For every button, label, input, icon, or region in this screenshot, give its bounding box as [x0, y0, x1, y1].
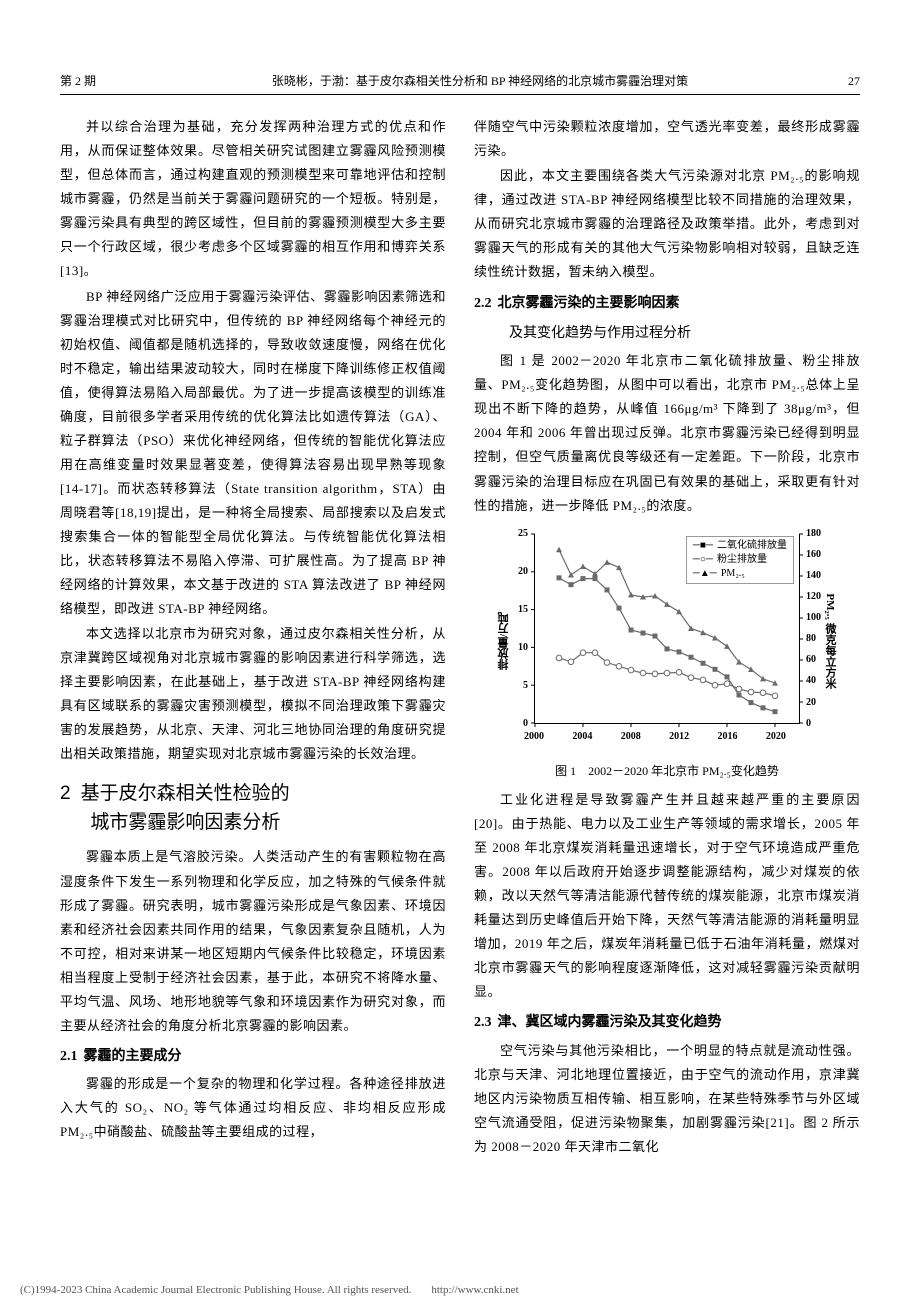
- right-column: 伴随空气中污染颗粒浓度增加，空气透光率变差，最终形成雾霾污染。 因此，本文主要围…: [474, 115, 860, 1160]
- section-2-3-heading: 2.3 津、冀区域内雾霾污染及其变化趋势: [474, 1012, 860, 1034]
- para: 工业化进程是导致雾霾产生并且越来越严重的主要原因[20]。由于热能、电力以及工业…: [474, 788, 860, 1004]
- section-title-line1: 基于皮尔森相关性检验的: [81, 783, 290, 804]
- para: 空气污染与其他污染相比，一个明显的特点就是流动性强。北京与天津、河北地理位置接近…: [474, 1039, 860, 1159]
- subsection-title: 津、冀区域内雾霾污染及其变化趋势: [498, 1015, 722, 1030]
- legend-item: ─■─二氧化硫排放量: [693, 539, 787, 553]
- para: 本文选择以北京市为研究对象，通过皮尔森相关性分析，从京津冀跨区域视角对北京城市雾…: [60, 622, 446, 766]
- para: 因此，本文主要围绕各类大气污染源对北京 PM₂.₅的影响规律，通过改进 STA-…: [474, 164, 860, 284]
- subsection-title-line1: 北京雾霾污染的主要影响因素: [498, 296, 680, 311]
- legend-item: ─○─粉尘排放量: [693, 553, 787, 567]
- legend-item: ─▲─PM₂.₅: [693, 567, 787, 581]
- para: BP 神经网络广泛应用于雾霾污染评估、雾霾影响因素筛选和雾霾治理模式对比研究中，…: [60, 285, 446, 622]
- chart-legend: ─■─二氧化硫排放量 ─○─粉尘排放量 ─▲─PM₂.₅: [686, 536, 794, 584]
- subsection-title: 雾霾的主要成分: [84, 1049, 182, 1064]
- section-2-2-heading: 2.2 北京雾霾污染的主要影响因素: [474, 293, 860, 315]
- issue-label: 第 2 期: [60, 70, 140, 92]
- section-2-heading: 2 基于皮尔森相关性检验的 城市雾霾影响因素分析: [60, 780, 446, 837]
- page-number: 27: [820, 70, 860, 92]
- running-header: 第 2 期 张晓彬，于渤：基于皮尔森相关性分析和 BP 神经网络的北京城市雾霾治…: [60, 70, 860, 95]
- left-column: 并以综合治理为基础，充分发挥两种治理方式的优点和作用，从而保证整体效果。尽管相关…: [60, 115, 446, 1160]
- x-ticks: 200020042008201220162020: [534, 728, 800, 742]
- para: 雾霾本质上是气溶胶污染。人类活动产生的有害颗粒物在高湿度条件下发生一系列物理和化…: [60, 845, 446, 1037]
- section-number: 2: [60, 783, 71, 804]
- subsection-title-line2: 及其变化趋势与作用过程分析: [474, 323, 860, 345]
- para: 雾霾的形成是一个复杂的物理和化学过程。各种途径排放进入大气的 SO₂、NO₂ 等…: [60, 1072, 446, 1144]
- section-2-1-heading: 2.1 雾霾的主要成分: [60, 1046, 446, 1068]
- running-title: 张晓彬，于渤：基于皮尔森相关性分析和 BP 神经网络的北京城市雾霾治理对策: [140, 70, 820, 92]
- figure-1: 排放量/万吨 PM₂.₅ 微克每立方米 0510152025 020406080…: [474, 526, 860, 782]
- subsection-number: 2.2: [474, 296, 492, 311]
- y1-ticks: 0510152025: [492, 534, 532, 724]
- para: 并以综合治理为基础，充分发挥两种治理方式的优点和作用，从而保证整体效果。尽管相关…: [60, 115, 446, 283]
- section-title-line2: 城市雾霾影响因素分析: [90, 812, 280, 833]
- subsection-number: 2.3: [474, 1015, 492, 1030]
- subsection-number: 2.1: [60, 1049, 78, 1064]
- y2-ticks: 020406080100120140160180: [802, 534, 842, 724]
- para: 伴随空气中污染颗粒浓度增加，空气透光率变差，最终形成雾霾污染。: [474, 115, 860, 163]
- figure-1-chart: 排放量/万吨 PM₂.₅ 微克每立方米 0510152025 020406080…: [492, 526, 842, 756]
- page-footer: (C)1994-2023 China Academic Journal Elec…: [0, 1280, 920, 1300]
- para: 图 1 是 2002－2020 年北京市二氧化硫排放量、粉尘排放量、PM₂.₅变…: [474, 349, 860, 517]
- footer-url: http://www.cnki.net: [431, 1280, 518, 1300]
- copyright-text: (C)1994-2023 China Academic Journal Elec…: [20, 1280, 411, 1300]
- figure-1-caption: 图 1 2002－2020 年北京市 PM₂.₅变化趋势: [474, 760, 860, 782]
